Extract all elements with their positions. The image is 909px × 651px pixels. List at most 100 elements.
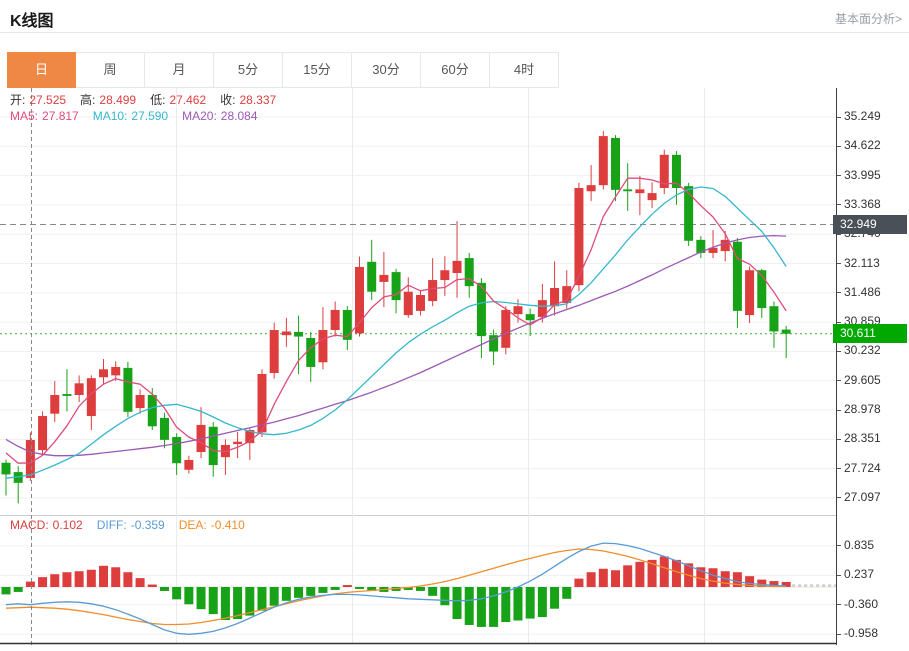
maRow-ma20-value: 28.084: [220, 109, 258, 123]
macd-bar: [245, 587, 255, 616]
axis-tick-label: 0.237: [844, 567, 875, 582]
tab-30分[interactable]: 30分: [352, 52, 421, 88]
axis-tick-label: -0.958: [844, 626, 879, 641]
macd-bar: [671, 559, 681, 587]
last-price-badge: 30.611: [833, 324, 907, 344]
axis-tick-mark: [837, 263, 841, 265]
candle-body: [781, 329, 791, 334]
axis-tick-label: 29.605: [844, 372, 881, 387]
macd-bar: [489, 587, 499, 627]
axis-tick-mark: [837, 350, 841, 352]
candle-body: [464, 258, 474, 287]
macdRow-diff-value: -0.359: [130, 518, 165, 532]
macd-bar: [574, 578, 584, 587]
axis-tick-mark: [837, 438, 841, 440]
axis-tick-label: 27.724: [844, 460, 881, 475]
candle-body: [172, 437, 182, 464]
macd-bar: [452, 587, 462, 620]
candle-body: [659, 154, 669, 188]
candle-body: [415, 294, 425, 311]
macd-bar: [513, 587, 523, 621]
candle-body: [550, 287, 560, 307]
candle-body: [342, 309, 352, 340]
candle-body: [732, 241, 742, 311]
candle-body: [74, 383, 84, 395]
macd-bar: [281, 587, 291, 601]
tab-日[interactable]: 日: [7, 52, 76, 88]
macd-bar: [367, 587, 377, 591]
candle-body: [25, 439, 35, 478]
candle-body: [318, 330, 328, 363]
axis-tick-label: 32.113: [844, 255, 880, 270]
macd-bar: [537, 587, 547, 618]
candle-body: [635, 189, 645, 194]
ohlcRow-high-value: 28.499: [99, 93, 137, 107]
candle-body: [623, 189, 633, 192]
candle-body: [62, 394, 72, 396]
candle-body: [330, 309, 340, 331]
candle-body: [671, 154, 681, 188]
interval-tabs: 日周月 5分 15分 30分 60分 4时: [7, 52, 559, 88]
candle-body: [184, 459, 194, 470]
tab-15分[interactable]: 15分: [283, 52, 352, 88]
candle-body: [440, 270, 450, 281]
macd-bar: [501, 587, 511, 623]
ohlcRow-open-value: 27.525: [29, 93, 67, 107]
tab-60分[interactable]: 60分: [421, 52, 490, 88]
axis-tick-label: 28.978: [844, 402, 881, 417]
macd-chart[interactable]: [0, 515, 836, 645]
macd-bar: [440, 587, 450, 606]
macd-bar: [415, 587, 425, 591]
macd-bar: [172, 587, 182, 600]
macd-bar: [294, 587, 304, 598]
axis-tick-label: 35.249: [844, 109, 881, 123]
tab-4时[interactable]: 4时: [490, 52, 559, 88]
macd-bar: [598, 568, 608, 587]
macd-bar: [623, 565, 633, 587]
ohlcRow-close-value: 28.337: [239, 93, 277, 107]
candle-body: [86, 378, 96, 417]
candle-body: [294, 331, 304, 337]
candle-body: [452, 260, 462, 274]
tab-月[interactable]: 月: [145, 52, 214, 88]
fundamental-analysis-link[interactable]: 基本面分析>: [834, 12, 902, 26]
axis-tick-label: 33.995: [844, 167, 881, 182]
candle-body: [379, 274, 389, 282]
candle-body: [147, 394, 157, 427]
candle-body: [355, 266, 365, 334]
axis-tick-mark: [837, 545, 841, 547]
candle-body: [428, 280, 438, 302]
macd-bar: [257, 587, 267, 611]
ma-info: MA5: 27.817 MA10: 27.590 MA20: 28.084: [10, 109, 272, 123]
macd-bar: [269, 587, 279, 606]
macd-bar: [147, 584, 157, 587]
macd-bar: [306, 587, 316, 596]
candle-body: [233, 441, 243, 445]
macd-bar: [99, 565, 109, 587]
candle-body: [159, 417, 169, 440]
macd-bar: [464, 587, 474, 625]
macd-bar: [318, 587, 328, 593]
ohlcRow-low-value: 27.462: [169, 93, 207, 107]
candle-body: [391, 272, 401, 301]
candle-body: [403, 291, 413, 316]
macd-bar: [476, 587, 486, 627]
ohlcRow-open-label: 开:: [10, 93, 26, 107]
candle-body: [501, 309, 511, 348]
candles[interactable]: [1, 130, 791, 504]
axis-tick-mark: [837, 574, 841, 576]
candle-body: [769, 306, 779, 332]
maRow-ma10-label: MA10:: [92, 109, 128, 123]
candle-body: [367, 261, 377, 292]
macd-bar: [757, 579, 767, 587]
ohlcRow-close-label: 收:: [220, 93, 236, 107]
macd-bar: [781, 581, 791, 587]
main-candlestick-chart[interactable]: [0, 88, 836, 515]
tab-5分[interactable]: 5分: [214, 52, 283, 88]
axis-tick-mark: [837, 497, 841, 499]
candle-body: [525, 314, 535, 321]
axis-tick-mark: [837, 468, 841, 470]
tab-周[interactable]: 周: [76, 52, 145, 88]
axis-tick-label: 33.368: [844, 196, 881, 211]
maRow-ma5-value: 27.817: [42, 109, 79, 123]
